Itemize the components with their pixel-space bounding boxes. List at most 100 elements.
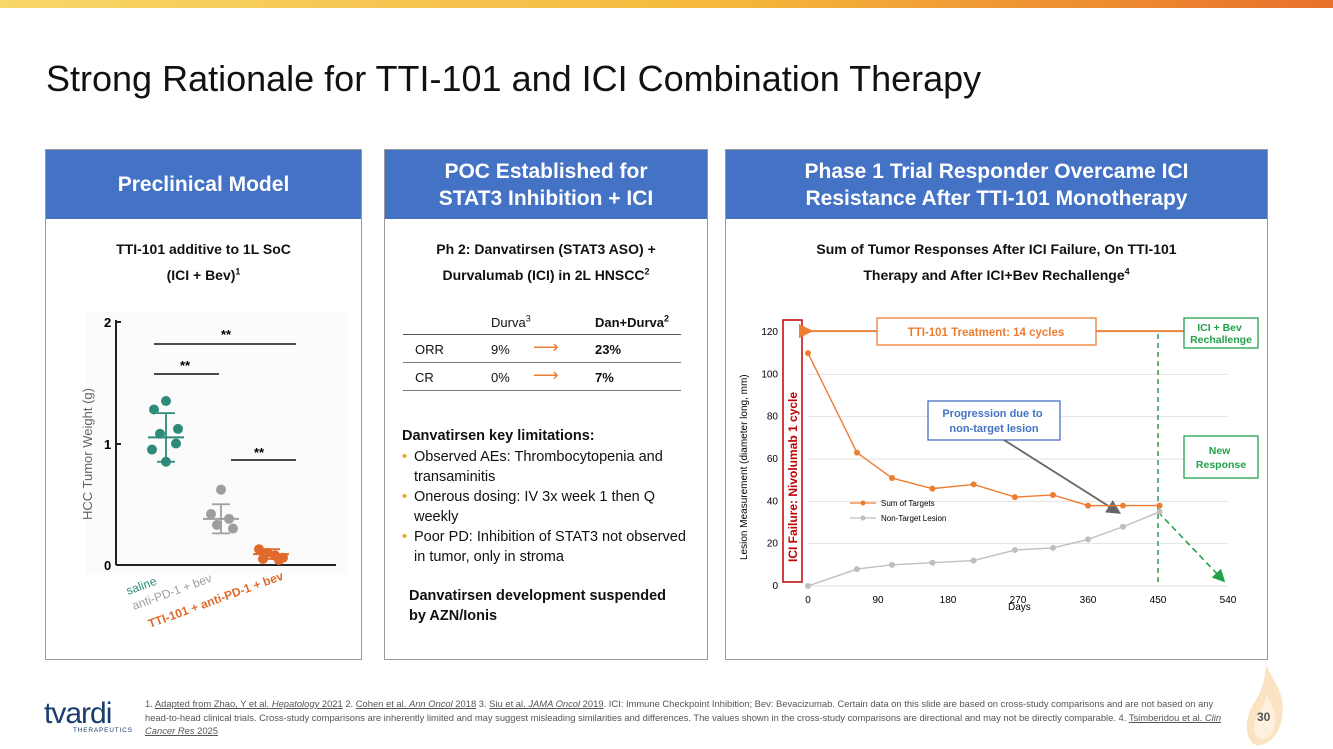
ref-text: Adapted from Zhao, Y et al. bbox=[154, 698, 270, 709]
series-point bbox=[854, 566, 860, 573]
ref-text: Cohen et al. bbox=[355, 698, 407, 709]
ref-journal: Hepatology bbox=[271, 698, 320, 709]
y-tick-label: 0 bbox=[104, 558, 111, 573]
progression-label: Progression due to non-target lesion bbox=[942, 408, 1045, 435]
panel-header: Phase 1 Trial Responder Overcame ICI Resi… bbox=[726, 150, 1267, 219]
x-tick-label: 450 bbox=[1150, 595, 1167, 606]
ref-year: 2025 bbox=[197, 725, 218, 736]
data-point bbox=[206, 508, 216, 519]
series-point bbox=[1085, 502, 1091, 509]
footnote-ref: 3 bbox=[525, 313, 531, 324]
ref-journal: JAMA Oncol bbox=[528, 698, 581, 709]
panel-poc: POC Established for STAT3 Inhibition + IC… bbox=[384, 149, 708, 660]
series-point bbox=[854, 449, 860, 456]
x-tick-label: 270 bbox=[1010, 595, 1027, 606]
bullet-icon: • bbox=[402, 489, 408, 505]
panel-preclinical: Preclinical Model TTI-101 additive to 1L… bbox=[45, 149, 362, 660]
y-tick-label: 60 bbox=[767, 454, 779, 465]
ici-failure-label: ICI Failure: Nivolumab 1 cycle bbox=[786, 392, 800, 562]
cell-dan-durva: 23% bbox=[595, 342, 622, 357]
new-response-box bbox=[1183, 435, 1259, 479]
ref-journal: Ann Oncol bbox=[408, 698, 453, 709]
row-label: ORR bbox=[415, 342, 444, 357]
ref-link[interactable]: Siu et al. JAMA Oncol 2019 bbox=[489, 698, 603, 709]
y-tick-label: 20 bbox=[767, 539, 779, 550]
list-item: • Poor PD: Inhibition of STAT3 not observ… bbox=[402, 527, 692, 567]
table-header-row: Durva3 Dan+Durva2 bbox=[403, 311, 681, 335]
rechallenge-box bbox=[1183, 317, 1259, 349]
table-row: CR 0% ⟶ 7% bbox=[403, 363, 681, 391]
footnote-ref: 1 bbox=[235, 266, 241, 277]
new-response-arrow bbox=[1157, 511, 1226, 583]
list-item: • Onerous dosing: IV 3x week 1 then Q wee… bbox=[402, 487, 692, 527]
header-line-1: Phase 1 Trial Responder Overcame ICI bbox=[804, 159, 1189, 183]
subtitle-line-2: Therapy and After ICI+Bev Rechallenge4 bbox=[726, 262, 1267, 288]
series-point bbox=[1011, 494, 1018, 501]
x-tick-label: 540 bbox=[1220, 595, 1237, 606]
y-tick-label: 100 bbox=[761, 369, 778, 380]
x-tick-label: 360 bbox=[1080, 595, 1097, 606]
series-point bbox=[1120, 502, 1126, 509]
bullet-text: Poor PD: Inhibition of STAT3 not observe… bbox=[414, 529, 686, 565]
treatment-label: TTI-101 Treatment: 14 cycles bbox=[908, 327, 1065, 339]
significance-label: ** bbox=[221, 327, 232, 342]
subtitle-text: Therapy and After ICI+Bev Rechallenge bbox=[863, 267, 1125, 283]
new-response-line-2: Response bbox=[1196, 459, 1246, 471]
x-tick-label: 90 bbox=[872, 595, 884, 606]
flame-icon bbox=[1246, 665, 1283, 746]
data-point bbox=[149, 404, 159, 415]
data-point bbox=[147, 444, 157, 455]
header-line-2: Resistance After TTI-101 Monotherapy bbox=[805, 186, 1188, 210]
subtitle-line-1: Ph 2: Danvatirsen (STAT3 ASO) + bbox=[436, 241, 656, 257]
progression-line-1: Progression due to bbox=[942, 408, 1043, 420]
subtitle-text: Durvalumab (ICI) in 2L HNSCC bbox=[442, 267, 645, 283]
y-axis-label: HCC Tumor Weight (g) bbox=[80, 388, 95, 520]
series-point bbox=[889, 475, 895, 482]
ref-year: 2019 bbox=[582, 698, 604, 709]
y-tick-label: 1 bbox=[104, 437, 111, 452]
footnote-ref: 2 bbox=[664, 313, 670, 324]
panel-subtitle: TTI-101 additive to 1L SoC (ICI + Bev)1 bbox=[46, 236, 361, 288]
treatment-box bbox=[876, 317, 1097, 346]
legend-label-nontarget: Non-Target Lesion bbox=[881, 514, 946, 523]
series-point bbox=[1156, 502, 1163, 509]
cell-durva: 9% bbox=[491, 342, 510, 357]
ref-journal: Clin Cancer Res bbox=[145, 711, 1222, 737]
ref-link[interactable]: Adapted from Zhao, Y et al. Hepatology 2… bbox=[155, 698, 343, 709]
ici-failure-box bbox=[782, 319, 803, 583]
series-line bbox=[807, 511, 1160, 587]
bullet-text: Observed AEs: Thrombocytopenia and trans… bbox=[414, 449, 663, 485]
new-response-line-1: New bbox=[1209, 445, 1231, 457]
slide-title: Strong Rationale for TTI-101 and ICI Com… bbox=[46, 58, 982, 99]
series-line bbox=[807, 352, 1160, 507]
footnotes: 1. Adapted from Zhao, Y et al. Hepatolog… bbox=[145, 698, 1222, 737]
ref-text: Tsimberidou et al. bbox=[1128, 711, 1203, 723]
series-point bbox=[889, 561, 895, 568]
x-axis-label: Days bbox=[1008, 602, 1031, 613]
subtitle-line-1: Sum of Tumor Responses After ICI Failure… bbox=[816, 241, 1177, 257]
x-tick-label: 0 bbox=[805, 595, 811, 606]
significance-label: ** bbox=[180, 358, 191, 373]
table-row: ORR 9% ⟶ 23% bbox=[403, 335, 681, 363]
ref-year: 2021 bbox=[321, 698, 343, 709]
series-point bbox=[929, 559, 936, 566]
series-point bbox=[1050, 544, 1056, 551]
progression-box bbox=[927, 400, 1061, 441]
panel-phase1: Phase 1 Trial Responder Overcame ICI Resi… bbox=[725, 149, 1268, 660]
data-point bbox=[254, 544, 264, 555]
data-point bbox=[155, 428, 165, 439]
y-tick-label: 0 bbox=[772, 581, 778, 592]
subtitle-line-2: Durvalumab (ICI) in 2L HNSCC2 bbox=[385, 262, 707, 288]
rechallenge-label: ICI + Bev Rechallenge bbox=[1190, 322, 1252, 346]
ref-year: 2018 bbox=[455, 698, 477, 709]
column-header-durva: Durva3 bbox=[491, 313, 531, 330]
series-point bbox=[1120, 523, 1126, 530]
ref-link[interactable]: Tsimberidou et al. Clin Cancer Res 2025 bbox=[145, 712, 1221, 737]
chart-background bbox=[86, 312, 348, 574]
ref-link[interactable]: Cohen et al. Ann Oncol 2018 bbox=[356, 698, 476, 709]
series-point bbox=[1011, 547, 1018, 554]
y-tick-label: 120 bbox=[761, 327, 778, 338]
series-point bbox=[1085, 536, 1091, 543]
scatter-chart: 2 1 0 HCC Tumor Weight (g) ** ** ** sali… bbox=[80, 312, 348, 630]
company-logo: tvardi bbox=[44, 697, 112, 730]
